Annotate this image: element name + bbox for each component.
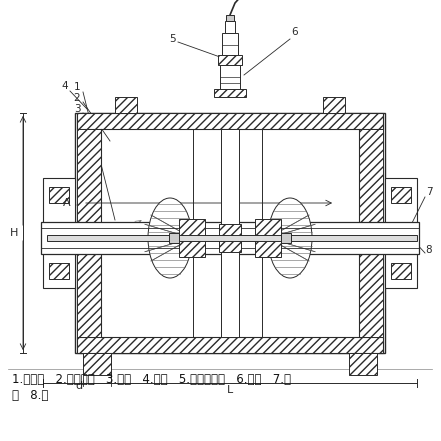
Text: 1: 1 xyxy=(74,82,80,92)
Bar xyxy=(115,97,137,113)
Text: 1.球轴承   2.前导向件   3.张圈   4.壳体   5.前置放大器   6.叶轮   7.轴: 1.球轴承 2.前导向件 3.张圈 4.壳体 5.前置放大器 6.叶轮 7.轴 xyxy=(12,373,291,386)
Bar xyxy=(77,129,101,337)
Bar xyxy=(391,187,411,203)
Bar xyxy=(359,129,383,337)
Text: 承   8.轴: 承 8.轴 xyxy=(12,389,49,402)
Bar xyxy=(281,233,291,243)
Ellipse shape xyxy=(148,198,192,278)
Text: L: L xyxy=(227,385,233,395)
Bar xyxy=(225,21,235,33)
Bar xyxy=(218,55,242,65)
Bar xyxy=(221,129,239,337)
Text: 5: 5 xyxy=(169,34,176,44)
Text: d: d xyxy=(75,381,82,391)
Bar xyxy=(49,187,69,203)
Bar xyxy=(385,178,417,288)
Bar xyxy=(77,113,383,129)
Bar xyxy=(77,337,383,353)
Bar xyxy=(214,89,246,97)
Text: 4: 4 xyxy=(62,81,68,91)
Bar xyxy=(179,219,205,257)
Bar xyxy=(323,97,345,113)
Bar xyxy=(41,222,419,254)
Bar xyxy=(219,224,241,252)
Text: H: H xyxy=(10,228,18,238)
Text: A: A xyxy=(63,198,71,208)
Text: 8: 8 xyxy=(426,245,432,255)
Bar xyxy=(75,113,385,353)
Bar xyxy=(222,33,238,55)
Bar xyxy=(169,233,179,243)
Bar xyxy=(49,263,69,279)
Bar xyxy=(255,219,281,257)
Bar xyxy=(47,235,417,241)
Ellipse shape xyxy=(268,198,312,278)
Text: 2: 2 xyxy=(74,93,80,103)
Text: 6: 6 xyxy=(292,27,298,37)
Bar xyxy=(83,353,111,375)
Bar xyxy=(226,15,234,21)
Bar xyxy=(220,65,240,89)
Text: 3: 3 xyxy=(74,104,80,114)
Bar xyxy=(391,263,411,279)
Bar xyxy=(43,178,75,288)
Text: 7: 7 xyxy=(426,187,432,197)
Bar xyxy=(349,353,377,375)
